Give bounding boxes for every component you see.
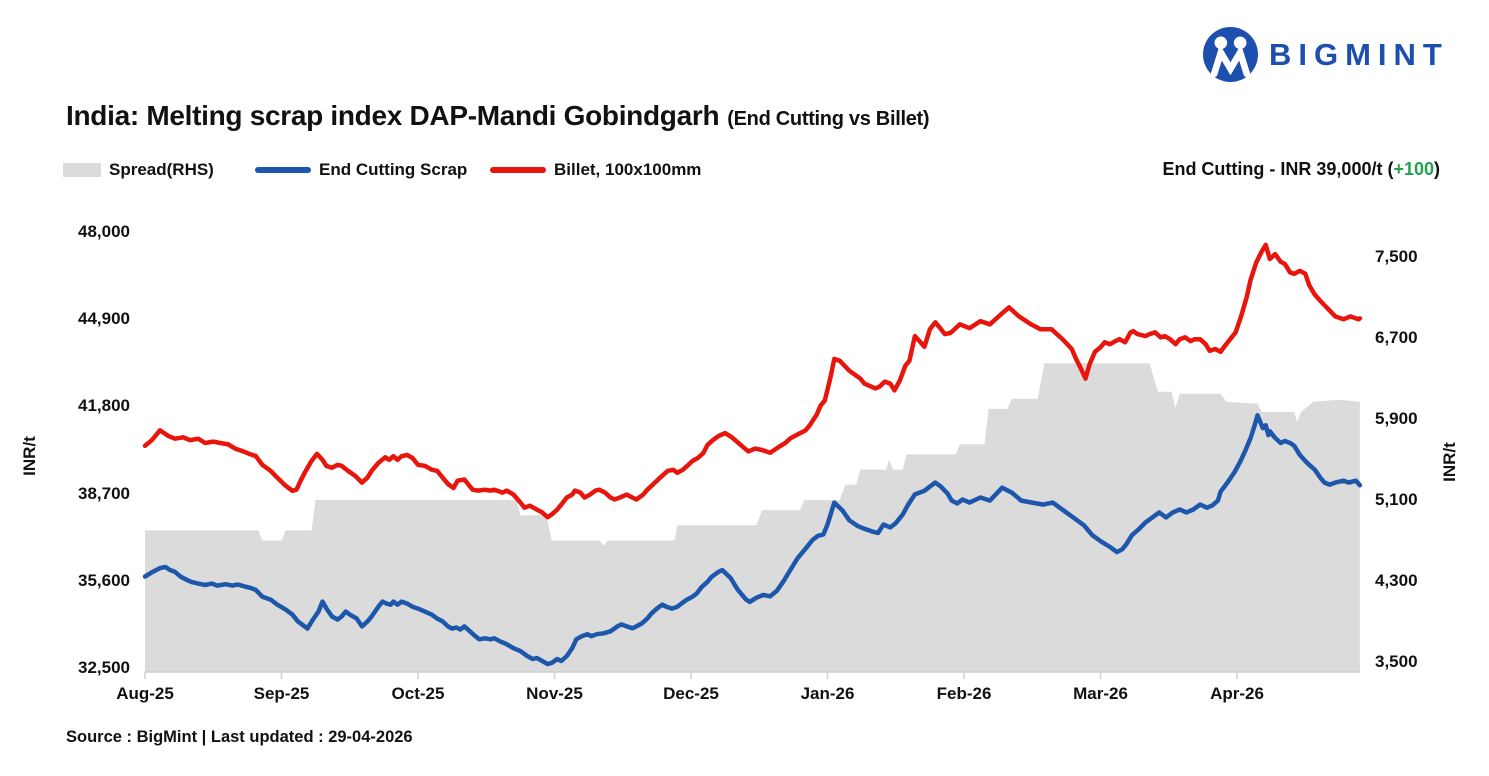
x-tick-label: Nov-25: [526, 684, 583, 703]
y-right-tick-label: 3,500: [1375, 652, 1418, 671]
y-left-tick-label: 48,000: [78, 222, 130, 241]
bigmint-logo-icon: [1203, 27, 1258, 82]
y-right-tick-label: 5,100: [1375, 490, 1418, 509]
legend-item-spread: Spread(RHS): [63, 158, 214, 182]
billet-swatch-icon: [490, 167, 546, 173]
y-left-tick-label: 38,700: [78, 483, 130, 503]
y-axis-title-right: INR/t: [1440, 442, 1459, 482]
x-tick-label: Dec-25: [663, 684, 719, 703]
y-left-tick-label: 44,900: [78, 309, 130, 329]
y-right-tick-label: 4,300: [1375, 571, 1418, 590]
y-left-tick-label: 41,800: [78, 396, 130, 416]
latest-price-close-paren: ): [1434, 159, 1440, 179]
spread-swatch-icon: [63, 163, 101, 177]
end-cutting-swatch-icon: [255, 167, 311, 173]
y-left-tick-label: 35,600: [78, 570, 130, 590]
x-tick-label: Oct-25: [391, 684, 445, 703]
price-change-value: +100: [1393, 159, 1434, 179]
legend-label-spread: Spread(RHS): [109, 160, 214, 179]
x-tick-label: Apr-26: [1210, 684, 1264, 703]
x-axis-tick-marks: [144, 672, 1238, 679]
latest-price-annotation: End Cutting - INR 39,000/t (+100): [1162, 159, 1440, 180]
x-tick-label: Sep-25: [253, 684, 310, 703]
latest-price-text: End Cutting - INR 39,000/t (: [1162, 159, 1394, 179]
source-note: Source : BigMint | Last updated : 29-04-…: [66, 728, 413, 746]
legend-item-billet: Billet, 100x100mm: [490, 158, 701, 182]
y-left-tick-label: 32,500: [78, 658, 130, 677]
x-tick-label: Jan-26: [800, 684, 855, 703]
page-title: India: Melting scrap index DAP-Mandi Gob…: [66, 100, 930, 132]
billet-line: [142, 242, 1363, 520]
chart-title-sub: (End Cutting vs Billet): [727, 108, 930, 130]
y-right-tick-label: 7,500: [1375, 247, 1418, 266]
bigmint-logo-text: BIGMINT: [1269, 36, 1449, 72]
x-tick-label: Feb-26: [936, 684, 992, 703]
spread-area: [145, 363, 1360, 672]
y-right-tick-label: 6,700: [1375, 328, 1418, 347]
x-tick-label: Aug-25: [116, 684, 174, 703]
y-right-tick-label: 5,900: [1375, 409, 1418, 428]
legend-label-end-cutting: End Cutting Scrap: [319, 160, 468, 179]
end-cutting-scrap-line: [142, 413, 1363, 667]
bigmint-logo: BIGMINT: [1203, 27, 1449, 82]
y-axis-title-left: INR/t: [20, 436, 39, 476]
x-tick-label: Mar-26: [1073, 684, 1128, 703]
legend-label-billet: Billet, 100x100mm: [554, 160, 702, 179]
legend-item-end-cutting: End Cutting Scrap: [255, 158, 467, 182]
chart-title-main: India: Melting scrap index DAP-Mandi Gob…: [66, 100, 720, 131]
